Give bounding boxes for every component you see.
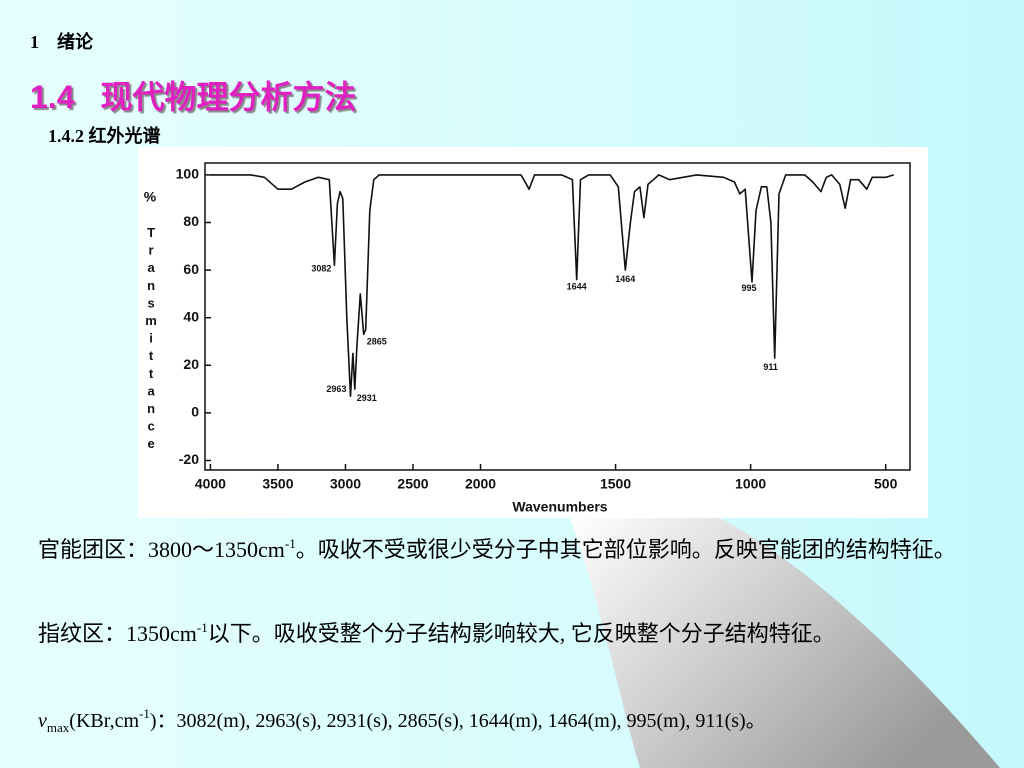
peak-label: 3082: [311, 263, 331, 273]
peak-label: 911: [763, 362, 778, 372]
y-tick-label: -20: [179, 451, 199, 467]
peak-label: 1644: [567, 282, 587, 292]
chapter-title: 绪论: [57, 32, 93, 52]
subscript: max: [46, 720, 70, 735]
paragraph-peaks: vmax(KBr,cm-1)：3082(m), 2963(s), 2931(s)…: [38, 698, 1018, 744]
y-tick-label: 100: [176, 166, 200, 182]
text: 以下。吸收受整个分子结构影响较大, 它反映整个分子结构特征。: [207, 621, 835, 646]
peak-label: 1464: [615, 274, 635, 284]
superscript: -1: [284, 536, 296, 551]
x-tick-label: 4000: [195, 476, 226, 492]
text: )：3082(m), 2963(s), 2931(s), 2865(s), 16…: [149, 710, 766, 732]
x-tick-label: 1000: [735, 476, 766, 492]
text: 指纹区：1350cm: [38, 621, 197, 646]
peak-label: 2865: [367, 336, 387, 346]
peak-label: 2931: [357, 393, 377, 403]
x-tick-label: 2000: [465, 476, 496, 492]
peak-label: 995: [741, 283, 756, 293]
superscript: -1: [196, 620, 208, 635]
y-tick-label: 60: [183, 261, 199, 277]
x-tick-label: 2500: [397, 476, 428, 492]
ir-spectrum: % Transmittance Wavenumbers 4000 3500 3000…: [138, 147, 928, 518]
paragraph-fingerprint: 指纹区：1350cm-1以下。吸收受整个分子结构影响较大, 它反映整个分子结构特…: [38, 612, 968, 650]
section-title: 现代物理分析方法: [100, 79, 357, 115]
x-tick-label: 3500: [262, 476, 293, 492]
y-axis-label: Transmittance: [144, 225, 159, 454]
text: 官能团区：3800～1350cm: [38, 537, 285, 562]
x-tick-label: 3000: [330, 476, 361, 492]
plot-frame: [204, 162, 911, 471]
y-tick-label: 0: [191, 404, 199, 420]
text: (KBr,cm: [69, 710, 140, 732]
symbol: v: [38, 710, 47, 732]
y-unit: %: [144, 189, 157, 205]
section-heading: 1.4 现代物理分析方法: [30, 72, 357, 118]
superscript: -1: [139, 706, 150, 721]
y-tick-label: 20: [183, 356, 199, 372]
chapter-heading: 1 绪论: [30, 28, 93, 54]
chapter-number: 1: [30, 32, 39, 52]
chart-background: [138, 147, 928, 518]
subsection-heading: 1.4.2 红外光谱: [48, 126, 161, 146]
section-number: 1.4: [30, 79, 75, 115]
paragraph-functional-group: 官能团区：3800～1350cm-1。吸收不受或很少受分子中其它部位影响。反映官…: [38, 528, 968, 566]
spectrum-line: [210, 174, 895, 397]
x-axis-label: Wavenumbers: [512, 499, 607, 515]
y-tick-label: 80: [183, 213, 199, 229]
x-tick-label: 500: [874, 476, 898, 492]
text: 。吸收不受或很少受分子中其它部位影响。反映官能团的结构特征。: [295, 537, 956, 562]
x-tick-label: 1500: [600, 476, 631, 492]
peak-label: 2963: [326, 384, 346, 394]
swoosh: [570, 518, 1000, 768]
y-tick-label: 40: [183, 308, 199, 324]
